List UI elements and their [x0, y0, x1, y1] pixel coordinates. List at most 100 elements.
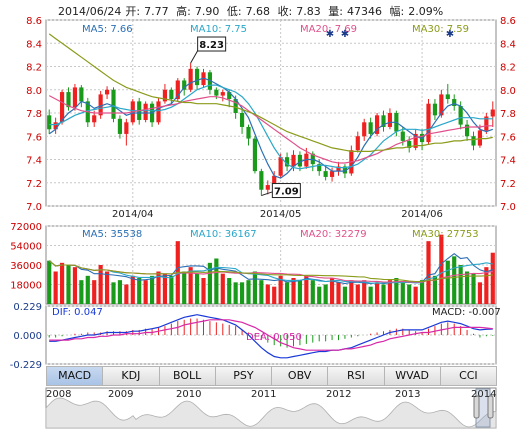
candle-body — [111, 89, 116, 119]
volume-tick-label: 72000 — [10, 222, 42, 233]
tab-kdj[interactable]: KDJ — [102, 366, 160, 386]
candle-body — [47, 115, 52, 130]
volume-bar — [484, 267, 489, 304]
volume-bar — [182, 271, 187, 304]
navigator-drag-handle[interactable] — [473, 395, 480, 419]
candle-body — [413, 133, 418, 148]
price-ma-label: MA30: 7.59 — [412, 24, 469, 35]
candle-body — [252, 138, 258, 172]
change-value: 2.09% — [408, 5, 444, 18]
change-label: 幅: — [389, 5, 405, 18]
volume-bar — [265, 284, 270, 304]
candle-body — [278, 157, 283, 176]
volume-bar — [156, 271, 161, 304]
price-tick-right: 8.2 — [500, 63, 516, 74]
volume-ma-label: MA10: 36167 — [190, 229, 257, 240]
event-star-icon: ✱ — [446, 29, 454, 40]
price-tick-left: 7.4 — [26, 156, 42, 167]
volume-ma-label: MA30: 27753 — [412, 229, 479, 240]
candle-body — [342, 166, 348, 174]
candle-body — [117, 118, 123, 134]
volume-bar — [124, 284, 129, 304]
close-label: 收: — [277, 5, 293, 18]
volume-bar — [220, 273, 225, 304]
open-label: 开: — [125, 5, 141, 18]
candle-body — [239, 113, 245, 127]
candle-body — [407, 140, 412, 148]
candle-body — [66, 92, 71, 108]
candle-body — [265, 185, 270, 190]
volume-bar — [111, 282, 116, 304]
candle-body — [368, 122, 373, 134]
tab-cci[interactable]: CCI — [439, 366, 497, 386]
candle-body — [188, 68, 193, 90]
price-tick-left: 7.6 — [26, 132, 42, 143]
volume-bar — [317, 286, 322, 304]
navigator-year-label: 2014 — [471, 389, 497, 400]
tab-psy[interactable]: PSY — [214, 366, 272, 386]
close-value: 7.83 — [296, 5, 321, 18]
candle-body — [317, 164, 322, 172]
volume-bar — [374, 282, 380, 304]
volume-bar — [143, 280, 148, 304]
tab-boll[interactable]: BOLL — [158, 366, 216, 386]
quote-date: 2014/06/24 — [58, 5, 122, 18]
volume-bar — [85, 275, 90, 304]
navigator-panel[interactable] — [45, 387, 497, 429]
candle-body — [272, 175, 277, 186]
volume-bar — [297, 280, 303, 304]
price-ma-label: MA10: 7.75 — [190, 24, 247, 35]
volume-tick-label: 36000 — [10, 261, 42, 272]
candle-body — [381, 115, 386, 127]
candle-body — [175, 80, 180, 100]
volume-tick-label: 54000 — [10, 242, 42, 253]
volume-bar — [368, 286, 373, 304]
price-tick-right: 7.0 — [500, 202, 516, 213]
high-annotation-box — [197, 36, 227, 52]
candle-body — [169, 89, 174, 100]
navigator-drag-handle[interactable] — [487, 395, 494, 419]
low-annotation-leader — [261, 191, 274, 197]
candle-body — [471, 136, 476, 146]
volume-bar — [130, 275, 135, 304]
price-tick-right: 7.6 — [500, 132, 516, 143]
volume-bar — [387, 280, 393, 304]
tab-rsi[interactable]: RSI — [327, 366, 385, 386]
volume-bar — [252, 271, 258, 304]
price-tick-right: 8.6 — [500, 16, 516, 27]
tab-macd[interactable]: MACD — [46, 366, 104, 386]
tab-wvad[interactable]: WVAD — [383, 366, 441, 386]
volume-bar — [464, 271, 470, 304]
high-value: 7.90 — [194, 5, 220, 18]
candle-body — [484, 116, 489, 131]
volume-bar — [284, 282, 290, 304]
volume-bar — [439, 234, 444, 304]
price-tick-right: 8.0 — [500, 86, 516, 97]
navigator-year-label: 2012 — [326, 389, 352, 400]
volume-bar — [59, 262, 65, 304]
macd-tick-label: 0.229 — [13, 302, 42, 313]
low-value: 7.68 — [245, 5, 271, 18]
volume-bar — [291, 278, 296, 304]
candle-body — [426, 103, 431, 143]
volume-bar — [477, 282, 483, 304]
indicator-tabs: MACD KDJ BOLL PSY OBV RSI WVAD CCI — [46, 366, 497, 386]
date-tick-label: 2014/05 — [260, 209, 302, 220]
candle-body — [143, 103, 148, 120]
candle-body — [323, 171, 328, 177]
tab-obv[interactable]: OBV — [271, 366, 329, 386]
price-tick-left: 7.0 — [26, 202, 42, 213]
volume-bar — [310, 280, 315, 304]
navigator-year-label: 2011 — [251, 389, 277, 400]
price-tick-right: 8.4 — [500, 39, 516, 50]
price-tick-left: 8.6 — [26, 16, 42, 27]
volume-bar — [188, 267, 193, 304]
navigator-year-label: 2009 — [108, 389, 134, 400]
volume-bar — [336, 282, 341, 304]
volume-bar — [381, 284, 386, 304]
candle-body — [194, 68, 200, 86]
volume-bar — [362, 280, 367, 304]
candle-body — [214, 89, 219, 96]
candle-body — [53, 122, 58, 130]
high-annotation-label: 8.23 — [199, 40, 224, 51]
